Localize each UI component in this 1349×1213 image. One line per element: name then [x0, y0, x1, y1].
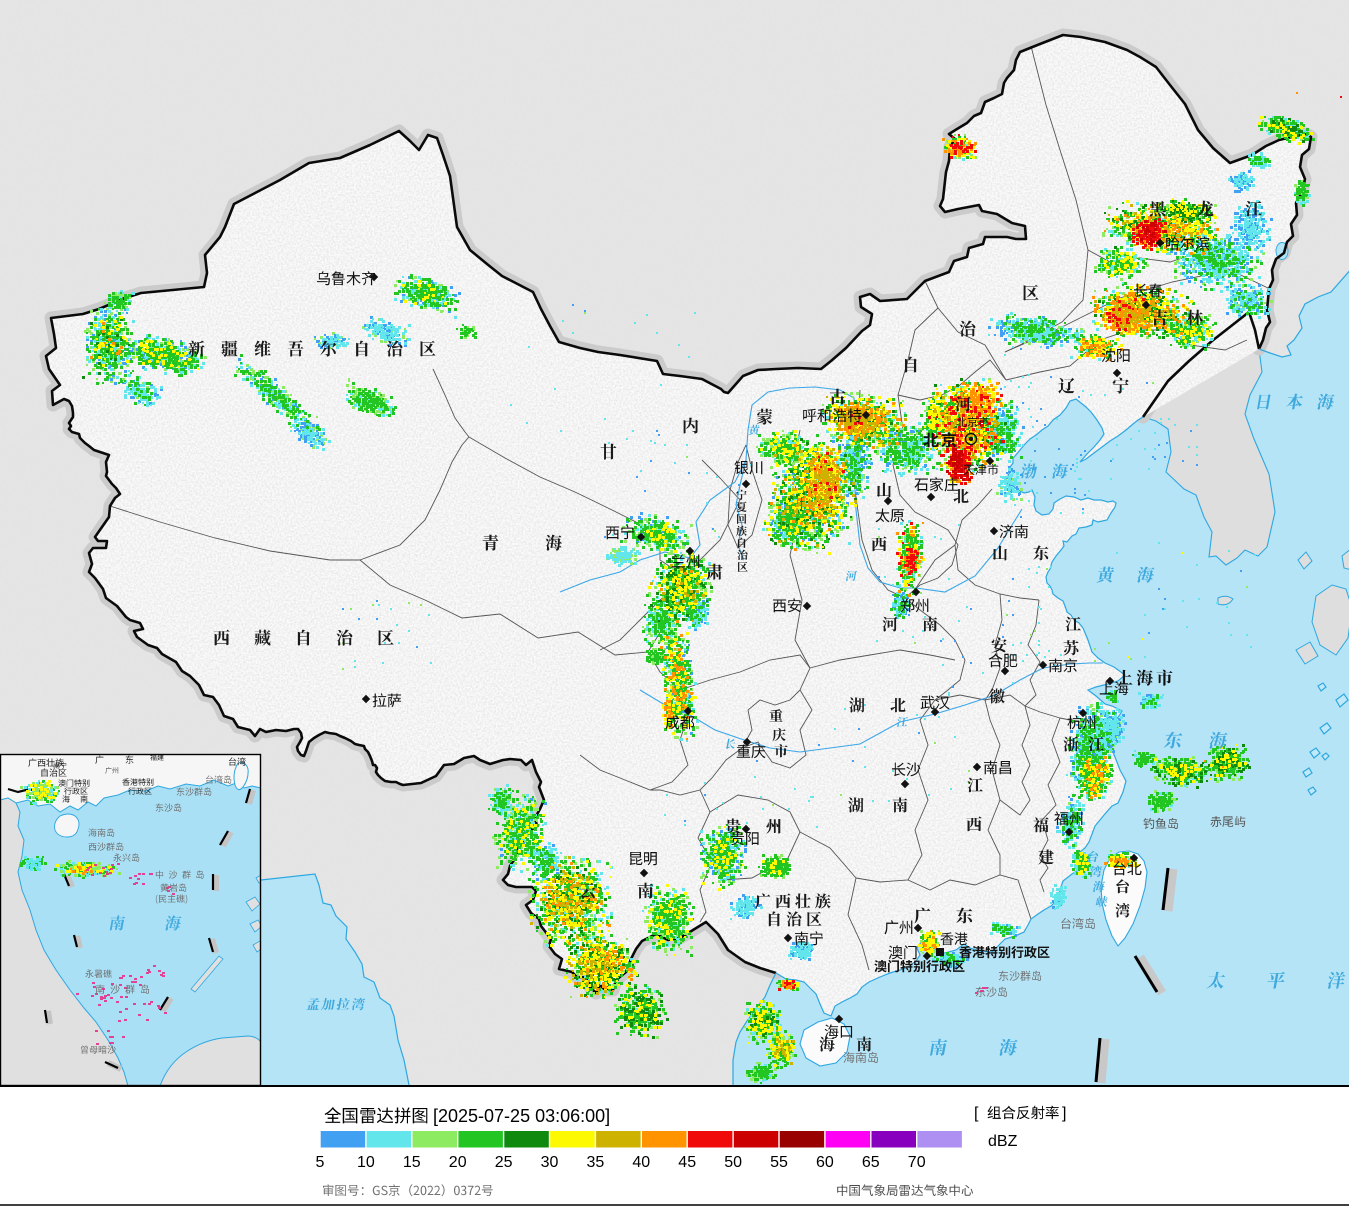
- svg-text:[: [: [974, 1105, 979, 1122]
- svg-text:30: 30: [541, 1154, 559, 1171]
- svg-text:[2025-07-25 03:06:00]: [2025-07-25 03:06:00]: [433, 1106, 610, 1126]
- svg-text:35: 35: [587, 1154, 605, 1171]
- svg-text:25: 25: [495, 1154, 513, 1171]
- svg-text:55: 55: [770, 1154, 788, 1171]
- svg-text:65: 65: [862, 1154, 880, 1171]
- svg-text:5: 5: [316, 1154, 325, 1171]
- svg-text:15: 15: [403, 1154, 421, 1171]
- svg-text:60: 60: [816, 1154, 834, 1171]
- svg-text:dBZ: dBZ: [988, 1133, 1018, 1150]
- svg-text:45: 45: [678, 1154, 696, 1171]
- svg-text:]: ]: [1062, 1105, 1066, 1122]
- svg-text:10: 10: [357, 1154, 375, 1171]
- svg-text:20: 20: [449, 1154, 467, 1171]
- svg-text:70: 70: [908, 1154, 926, 1171]
- svg-text:40: 40: [632, 1154, 650, 1171]
- svg-text:50: 50: [724, 1154, 742, 1171]
